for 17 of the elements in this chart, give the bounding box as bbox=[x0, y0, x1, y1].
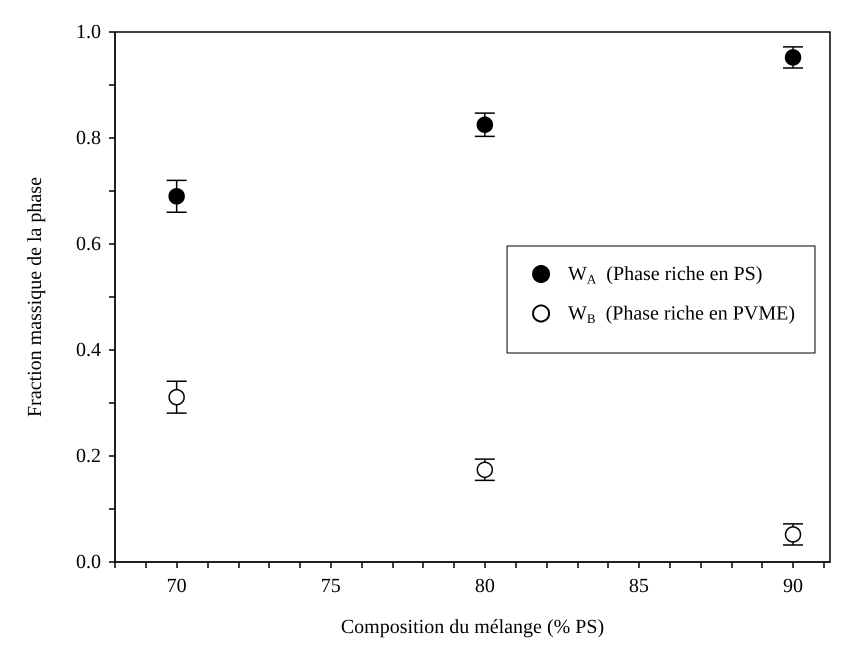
point bbox=[476, 116, 494, 133]
x-tick-label: 85 bbox=[628, 575, 649, 597]
x-tick-label: 90 bbox=[783, 575, 804, 597]
point bbox=[168, 188, 185, 205]
x-tick-label: 70 bbox=[166, 575, 187, 597]
y-tick-label: 1.0 bbox=[76, 21, 101, 43]
y-tick-label: 0.6 bbox=[76, 233, 101, 255]
point bbox=[168, 388, 185, 406]
x-axis-title: Composition du mélange (% PS) bbox=[340, 616, 604, 638]
y-tick-label: 0.8 bbox=[76, 127, 101, 149]
x-tick-label: 80 bbox=[474, 575, 495, 597]
x-tick-label: 75 bbox=[320, 575, 341, 597]
y-tick-label: 0.0 bbox=[76, 551, 101, 573]
y-axis-title: Fraction massique de la phase bbox=[24, 176, 46, 417]
point bbox=[476, 462, 494, 478]
y-tick-label: 0.4 bbox=[76, 339, 101, 361]
y-tick-label: 0.2 bbox=[76, 445, 101, 467]
